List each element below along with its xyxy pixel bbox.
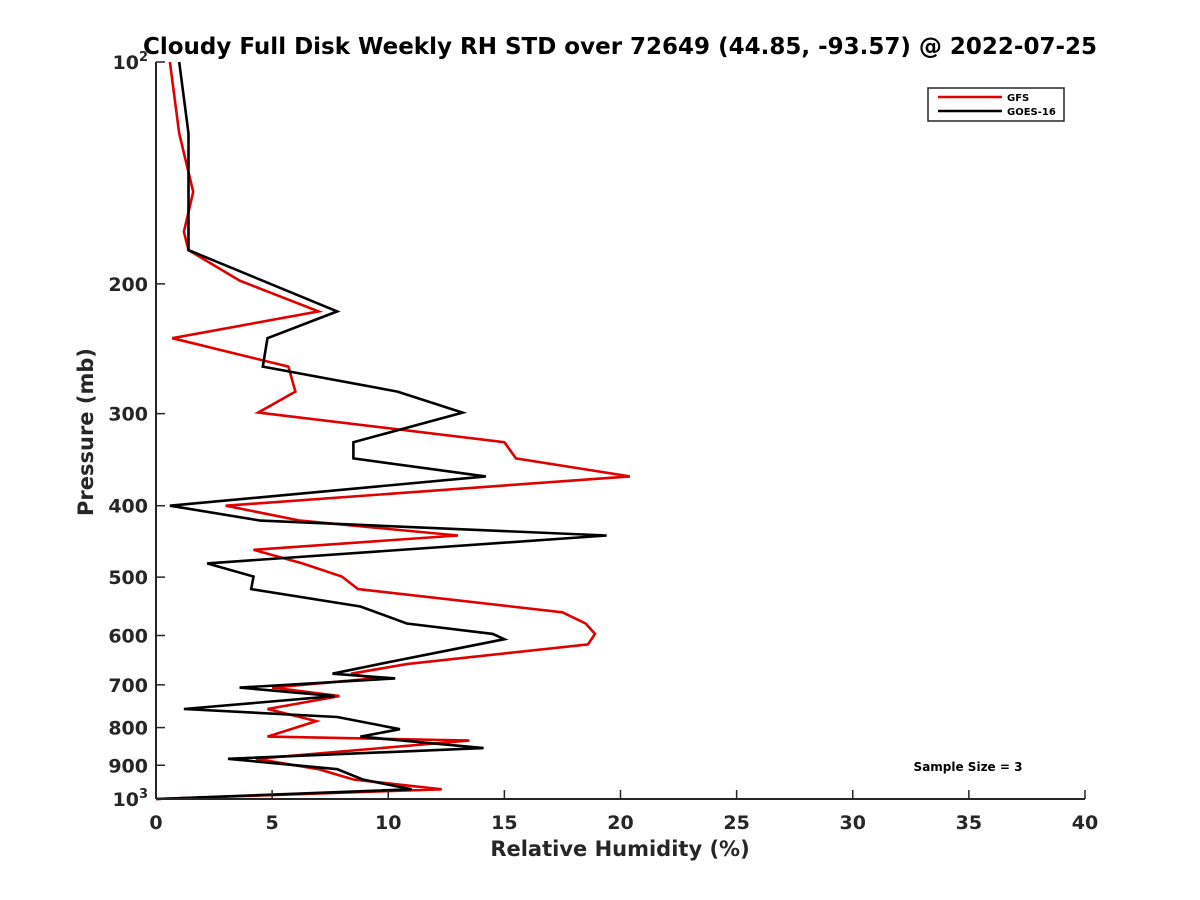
sample-size-annotation: Sample Size = 3 xyxy=(914,760,1023,774)
x-tick-label: 15 xyxy=(491,812,517,834)
y-axis-label: Pressure (mb) xyxy=(74,348,98,516)
y-tick-label: 300 xyxy=(108,404,148,426)
x-tick-label: 20 xyxy=(607,812,633,834)
y-tick-label: 200 xyxy=(108,274,148,296)
x-axis-label: Relative Humidity (%) xyxy=(490,837,749,861)
y-tick-exponent: 3 xyxy=(139,787,148,802)
y-tick-exponent: 2 xyxy=(139,50,148,65)
x-tick-label: 5 xyxy=(266,812,279,834)
y-tick-label: 600 xyxy=(108,625,148,647)
y-tick-label: 400 xyxy=(108,496,148,518)
x-tick-label: 40 xyxy=(1072,812,1098,834)
x-tick-label: 0 xyxy=(149,812,162,834)
x-tick-label: 30 xyxy=(840,812,866,834)
series-line-goes16 xyxy=(155,61,607,801)
series-line-gfs xyxy=(155,61,631,801)
legend-label-gfs: GFS xyxy=(1007,93,1029,104)
series-layer xyxy=(155,61,631,801)
legend-label-goes16: GOES-16 xyxy=(1007,107,1056,118)
x-ticks: 0 5 10 15 20 25 30 35 40 xyxy=(149,790,1098,834)
y-tick-label: 700 xyxy=(108,675,148,697)
x-tick-label: 35 xyxy=(956,812,982,834)
legend: GFS GOES-16 xyxy=(927,87,1065,122)
y-tick-label: 900 xyxy=(108,755,148,777)
x-tick-label: 10 xyxy=(375,812,401,834)
y-tick-label: 800 xyxy=(108,718,148,740)
x-tick-label: 25 xyxy=(723,812,749,834)
legend-box xyxy=(927,87,1065,122)
chart-title: Cloudy Full Disk Weekly RH STD over 7264… xyxy=(143,34,1097,60)
y-tick-label: 500 xyxy=(108,567,148,589)
